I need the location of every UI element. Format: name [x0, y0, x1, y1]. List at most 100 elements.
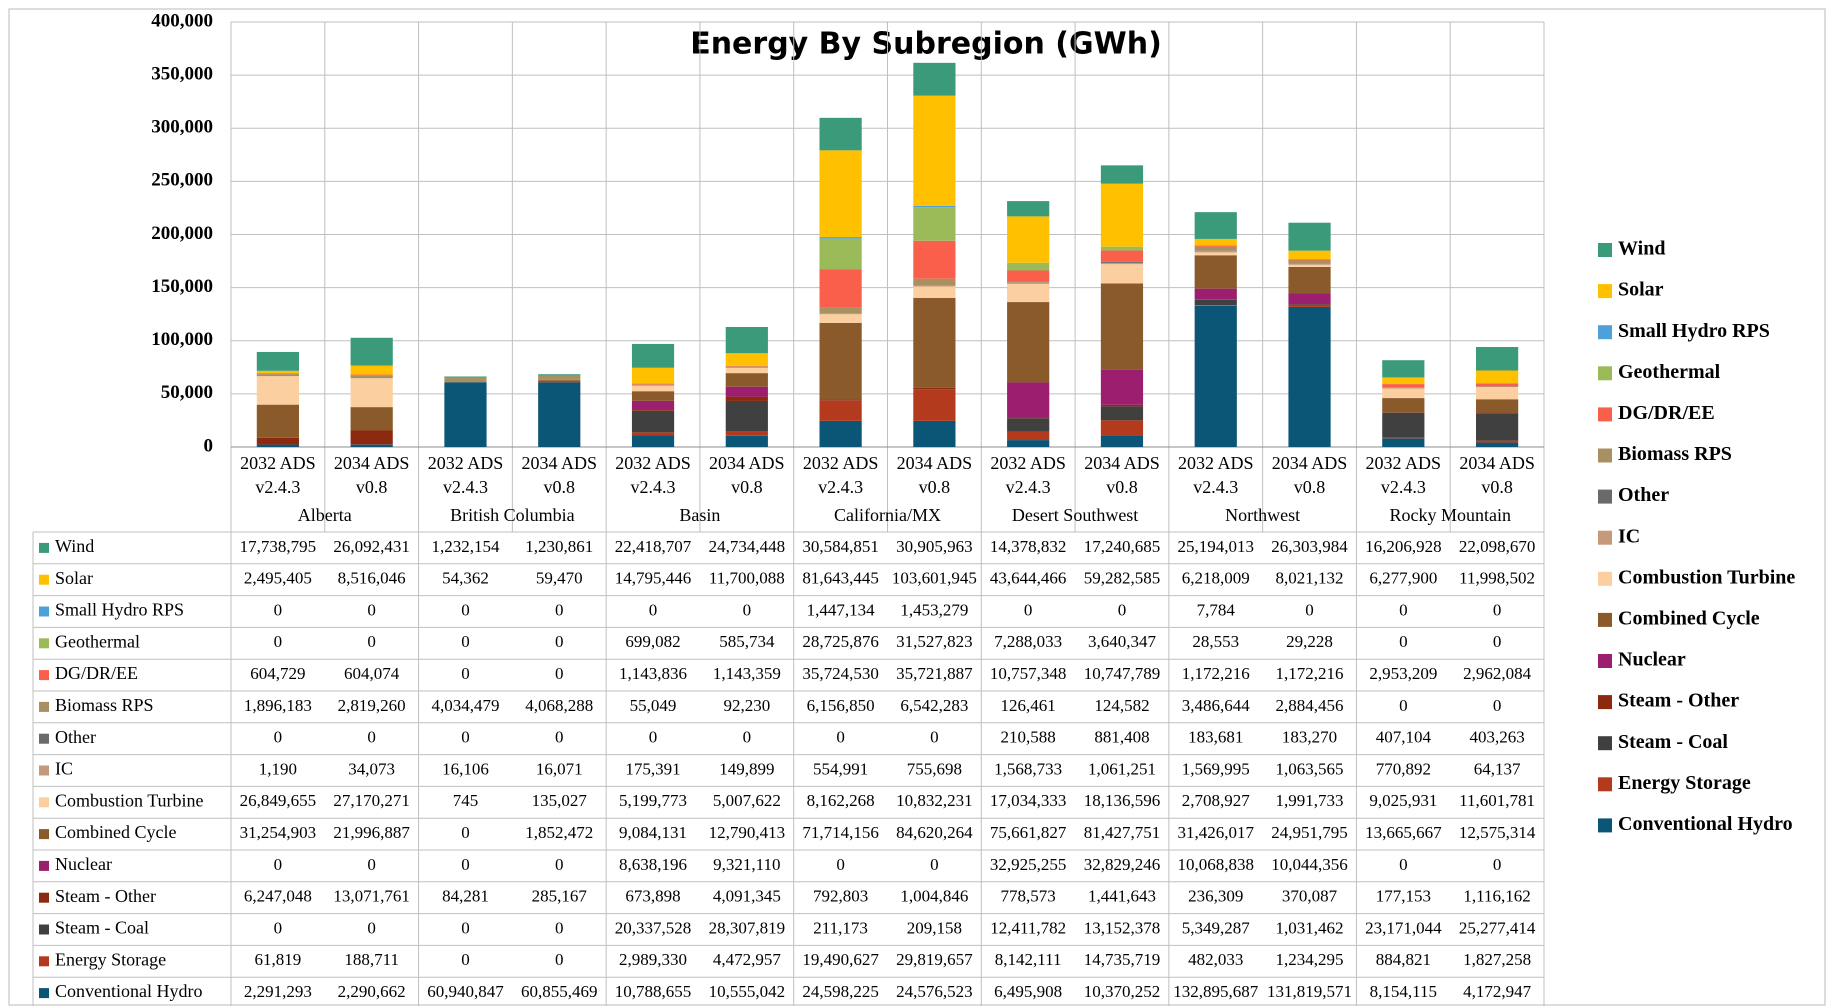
- table-cell: 0: [274, 728, 283, 747]
- table-cell: 1,991,733: [1276, 791, 1344, 810]
- legend-label: Small Hydro RPS: [1618, 320, 1770, 342]
- bar-segment: [1476, 442, 1519, 447]
- table-cell: 9,084,131: [619, 823, 687, 842]
- x-tick-label-box: 2032 ADS v2.4.3: [803, 453, 879, 497]
- table-cell: 0: [836, 728, 845, 747]
- table-swatch: [39, 829, 49, 840]
- bar-segment: [1100, 246, 1144, 251]
- table-cell: 18,136,596: [1084, 791, 1161, 810]
- table-cell: 14,735,719: [1084, 950, 1161, 969]
- bar-segment: [1007, 417, 1050, 419]
- table-row-label: Wind: [55, 536, 94, 556]
- table-cell: 4,172,947: [1463, 982, 1532, 1001]
- bar-segment: [725, 400, 768, 432]
- table-swatch: [39, 956, 49, 967]
- table-cell: 1,031,462: [1276, 918, 1344, 937]
- table-cell: 10,068,838: [1178, 855, 1255, 874]
- table-row-label: Energy Storage: [55, 949, 166, 969]
- bar-segment: [1288, 222, 1331, 251]
- x-tick-label-box: 2034 ADS v0.8: [1084, 453, 1160, 497]
- x-tick-label: 2032 ADS v2.4.3: [615, 453, 691, 497]
- y-tick-label: 300,000: [151, 117, 213, 138]
- table-cell: 10,757,348: [990, 664, 1067, 683]
- table-cell: 60,940,847: [427, 982, 504, 1001]
- bar-segment: [1194, 245, 1237, 247]
- table-cell: 35,724,530: [802, 664, 879, 683]
- bar-segment: [256, 444, 299, 447]
- table-cell: 0: [367, 728, 376, 747]
- table-cell: 8,162,268: [807, 791, 875, 810]
- legend-swatch: [1598, 736, 1612, 751]
- table-cell: 1,143,359: [713, 664, 781, 683]
- table-cell: 29,228: [1286, 632, 1333, 651]
- x-tick-label: 2032 ADS v2.4.3: [1365, 453, 1442, 497]
- table-cell: 0: [461, 664, 470, 683]
- bar-segment: [1382, 388, 1425, 399]
- table-cell: 1,441,643: [1088, 887, 1156, 906]
- table-swatch: [39, 860, 49, 871]
- bar-segment: [631, 432, 675, 436]
- table-cell: 9,025,931: [1369, 791, 1437, 810]
- table-cell: 149,899: [719, 759, 774, 778]
- table-row-label: Geothermal: [55, 631, 140, 651]
- table-cell: 16,071: [536, 759, 583, 778]
- bar-segment: [725, 435, 768, 447]
- table-cell: 61,819: [255, 950, 302, 969]
- table-cell: 5,349,287: [1182, 918, 1251, 937]
- table-cell: 0: [1493, 855, 1502, 874]
- table-cell: 2,884,456: [1276, 696, 1344, 715]
- bar-segment: [350, 378, 393, 408]
- bar-segment: [1476, 440, 1519, 443]
- bar-segment: [1007, 440, 1050, 447]
- table-cell: 25,194,013: [1178, 537, 1255, 556]
- bar-segment: [1194, 288, 1237, 300]
- bar-segment: [1194, 255, 1237, 289]
- table-cell: 2,291,293: [244, 982, 312, 1001]
- bar-segment: [913, 286, 956, 299]
- group-label: California/MX: [834, 505, 941, 525]
- table-cell: 64,137: [1474, 759, 1521, 778]
- table-cell: 92,230: [723, 696, 770, 715]
- legend-label: Steam - Other: [1618, 690, 1739, 712]
- table-cell: 699,082: [625, 632, 680, 651]
- table-cell: 1,063,565: [1276, 759, 1344, 778]
- table-cell: 32,829,246: [1084, 855, 1161, 874]
- bar-segment: [819, 150, 862, 238]
- bar-segment: [538, 382, 581, 447]
- bar-segment: [1194, 305, 1237, 306]
- table-row-label: Small Hydro RPS: [55, 600, 184, 620]
- bar-segment: [1382, 387, 1425, 389]
- x-tick-label: 2032 ADS v2.4.3: [990, 453, 1066, 497]
- table-cell: 554,991: [813, 759, 868, 778]
- table-cell: 10,555,042: [709, 982, 786, 1001]
- bar-segment: [1007, 283, 1050, 303]
- table-cell: 1,568,733: [994, 759, 1062, 778]
- table-cell: 407,104: [1376, 728, 1432, 747]
- bar-segment: [444, 377, 487, 383]
- table-cell: 0: [1493, 632, 1502, 651]
- bar-segment: [1194, 212, 1237, 239]
- table-cell: 71,714,156: [802, 823, 879, 842]
- table-cell: 604,074: [344, 664, 400, 683]
- legend-swatch: [1598, 695, 1612, 710]
- bar-segment: [1476, 370, 1519, 384]
- bar-segment: [256, 351, 299, 371]
- table-cell: 2,495,405: [244, 569, 312, 588]
- table-cell: 188,711: [344, 950, 399, 969]
- table-swatch: [39, 701, 49, 712]
- table-cell: 32,925,255: [990, 855, 1067, 874]
- table-cell: 10,832,231: [896, 791, 973, 810]
- table-cell: 881,408: [1094, 728, 1149, 747]
- table-cell: 210,588: [1001, 728, 1056, 747]
- table-cell: 10,370,252: [1084, 982, 1161, 1001]
- bar-segment: [1194, 305, 1237, 447]
- bar-segment: [1382, 438, 1425, 447]
- table-cell: 124,582: [1094, 696, 1149, 715]
- bar-segment: [631, 391, 675, 401]
- y-tick-label: 200,000: [151, 223, 213, 244]
- bar-segment: [1194, 250, 1237, 253]
- bar-segment: [631, 343, 675, 368]
- table-cell: 23,171,044: [1365, 918, 1442, 937]
- table-cell: 673,898: [625, 887, 680, 906]
- bar-segment: [256, 373, 299, 375]
